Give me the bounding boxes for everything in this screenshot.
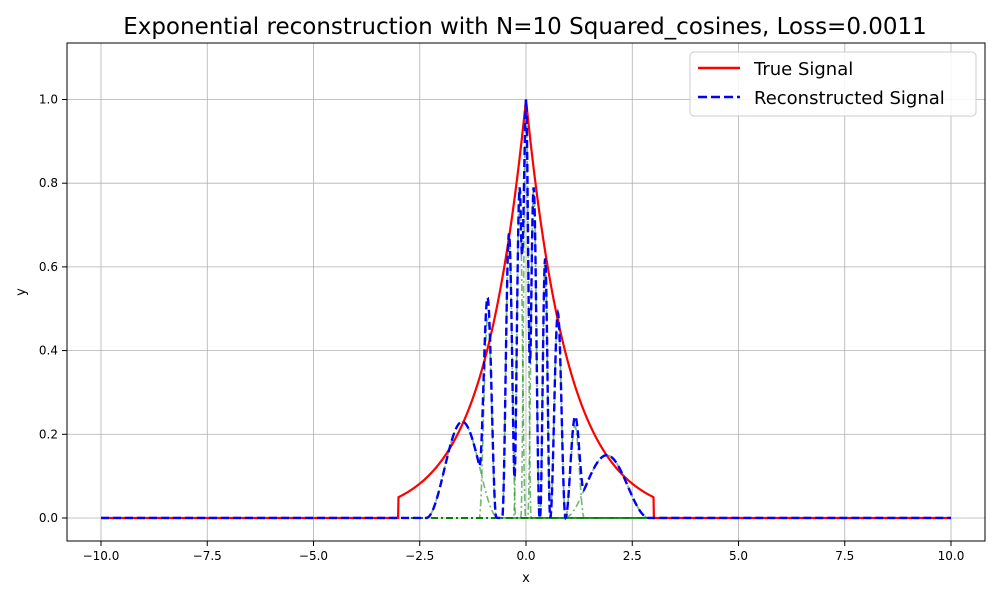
y-tick-label: 0.6 — [39, 260, 58, 274]
y-tick-label: 0.0 — [39, 511, 58, 525]
x-tick-label: 2.5 — [623, 549, 642, 563]
x-axis-ticks: −10.0 −7.5 −5.0 −2.5 0.0 2.5 5.0 7.5 10.0 — [83, 541, 965, 563]
x-tick-label: −5.0 — [299, 549, 328, 563]
x-tick-label: 10.0 — [938, 549, 965, 563]
legend-box — [689, 51, 977, 117]
y-tick-label: 0.8 — [39, 176, 58, 190]
legend-true-signal-label: True Signal — [753, 59, 853, 80]
reconstructed-signal-line — [101, 99, 951, 521]
legend: True Signal Reconstructed Signal — [689, 51, 977, 117]
x-tick-label: 7.5 — [835, 549, 854, 563]
x-tick-label: −7.5 — [193, 549, 222, 563]
y-tick-label: 0.4 — [39, 344, 58, 358]
x-tick-label: 0.0 — [516, 549, 535, 563]
reconstructed-signal-series — [101, 99, 951, 521]
y-axis-ticks: 0.0 0.2 0.4 0.6 0.8 1.0 — [39, 92, 67, 525]
x-tick-label: −10.0 — [83, 549, 120, 563]
y-axis-label: y — [14, 288, 29, 296]
y-tick-label: 0.2 — [39, 427, 58, 441]
x-tick-label: 5.0 — [729, 549, 748, 563]
x-tick-label: −2.5 — [405, 549, 434, 563]
chart-title: Exponential reconstruction with N=10 Squ… — [123, 14, 927, 40]
legend-reconstructed-signal-label: Reconstructed Signal — [754, 88, 945, 109]
x-axis-label: x — [522, 571, 530, 586]
y-tick-label: 1.0 — [39, 92, 58, 106]
